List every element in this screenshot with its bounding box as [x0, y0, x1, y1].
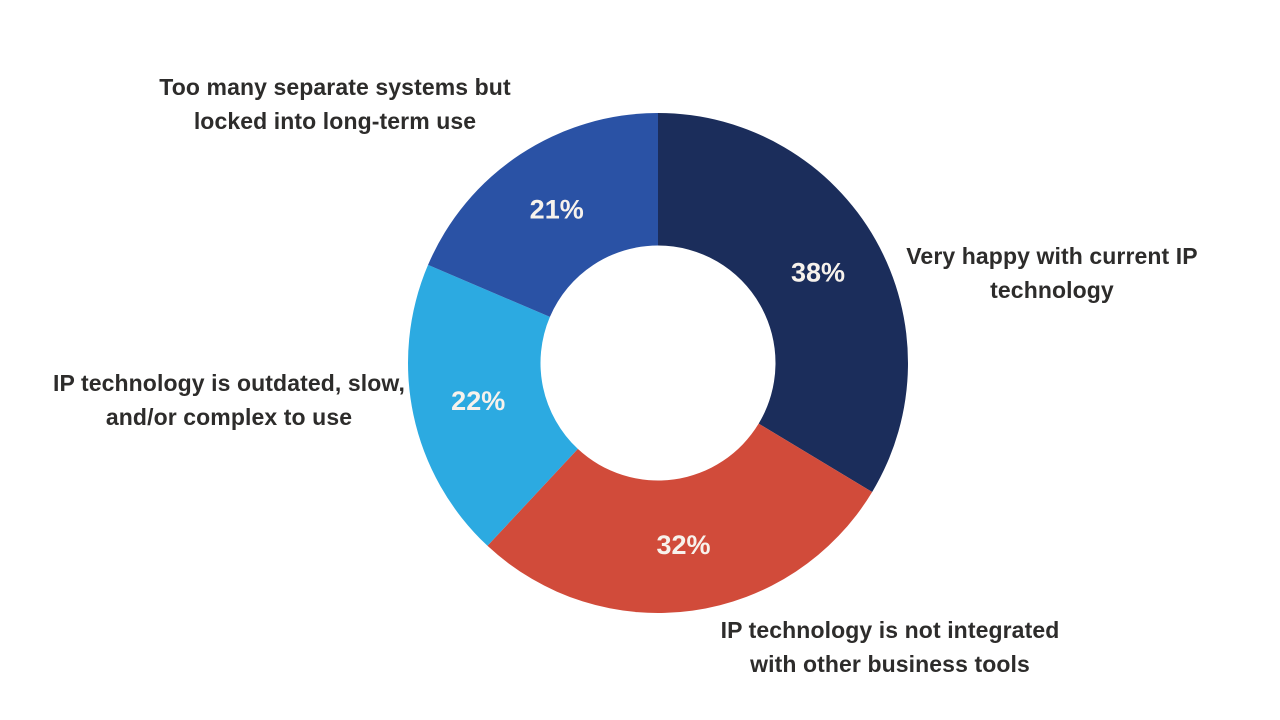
slice-value-label-1: 32% — [656, 530, 710, 560]
callout-line: locked into long-term use — [193, 108, 477, 134]
callout-line: Very happy with current IP — [906, 243, 1198, 269]
donut-slice-1 — [487, 423, 873, 613]
callout-line: IP technology is outdated, slow, — [52, 370, 406, 396]
slice-value-label-3: 21% — [530, 195, 584, 225]
donut-chart: 38% 32% 22% 21% — [408, 113, 908, 613]
donut-slice-3 — [428, 113, 658, 317]
callout-line: IP technology is not integrated — [720, 617, 1060, 643]
callout-line: with other business tools — [750, 651, 1030, 677]
donut-slice-2 — [408, 264, 578, 546]
callout-label-too-many-systems: Too many separate systems but locked int… — [120, 70, 550, 138]
slice-value-label-2: 22% — [451, 386, 505, 416]
callout-line: and/or complex to use — [105, 404, 353, 430]
callout-line: technology — [990, 277, 1114, 303]
donut-slice-0 — [658, 113, 908, 492]
callout-line: Too many separate systems but — [159, 74, 511, 100]
callout-label-very-happy: Very happy with current IP technology — [882, 239, 1222, 307]
slice-value-label-0: 38% — [791, 258, 845, 288]
callout-label-not-integrated: IP technology is not integrated with oth… — [690, 613, 1090, 681]
callout-label-outdated-slow: IP technology is outdated, slow, and/or … — [18, 366, 440, 434]
